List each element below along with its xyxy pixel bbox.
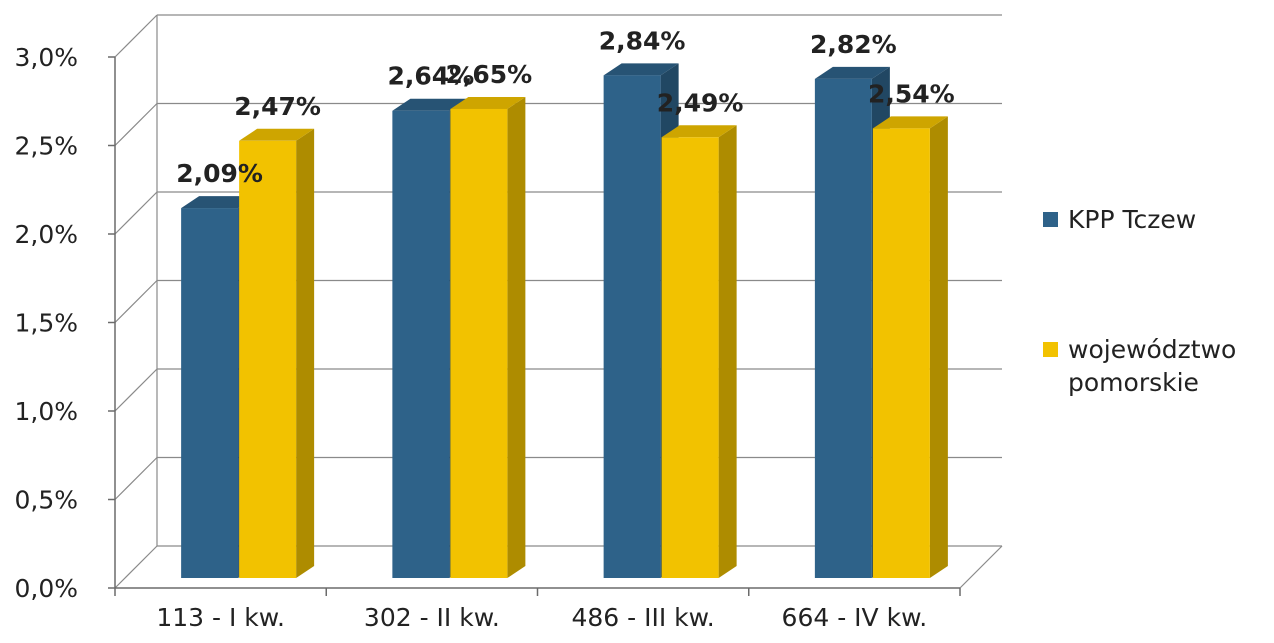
bar-top: [239, 128, 315, 141]
data-label: 2,65%: [446, 60, 533, 89]
chart-bars: [181, 63, 948, 579]
bar-top: [450, 96, 526, 109]
bar-top: [392, 98, 468, 111]
bar-top: [872, 116, 948, 129]
bar-front: [661, 137, 719, 578]
data-label: 2,82%: [810, 30, 897, 59]
y-tick-label: 2,0%: [14, 220, 78, 249]
x-tick-label: 113 - I kw.: [156, 603, 285, 632]
chart-labels: 2,09% 2,47% 2,64%2,65% 2,84% 2,49% 2,82% 2,54%: [176, 26, 954, 188]
bar-front: [872, 128, 930, 579]
data-label: 2,49%: [657, 88, 744, 117]
legend-label: KPP Tczew: [1068, 205, 1196, 234]
side-gridline: [114, 280, 158, 323]
side-gridline: [114, 545, 158, 589]
legend-item: województwo pomorskie: [1043, 335, 1236, 397]
x-tick-label: 486 - III kw.: [571, 603, 714, 632]
bar-top: [661, 125, 737, 138]
side-gridline: [114, 103, 158, 146]
legend-label: pomorskie: [1068, 368, 1199, 397]
x-tick-label: 664 - IV kw.: [782, 603, 928, 632]
legend-item: KPP Tczew: [1043, 205, 1196, 234]
bar-wojewodztwo-pomorskie: [239, 128, 315, 578]
bar-front: [392, 110, 450, 578]
legend-label: województwo: [1068, 335, 1236, 364]
bar-top: [181, 196, 257, 209]
y-tick-label: 1,0%: [14, 397, 78, 426]
bar-wojewodztwo-pomorskie: [450, 96, 526, 578]
y-tick-label: 1,5%: [14, 309, 78, 338]
side-gridline: [114, 14, 158, 58]
data-label: 2,84%: [599, 26, 686, 55]
bar-side: [296, 128, 315, 578]
data-label: 2,54%: [868, 79, 955, 108]
bar-front: [450, 108, 508, 578]
bar-front: [239, 140, 297, 578]
bar-top: [814, 66, 890, 79]
side-gridline: [114, 368, 158, 412]
chart-axes: 0,0% 0,5% 1,0% 1,5% 2,0% 2,5% 3,0% 113 - I kw. 3…: [14, 43, 961, 632]
x-tick-label: 302 - II kw.: [364, 603, 500, 632]
data-label: 2,47%: [234, 92, 321, 121]
y-tick-label: 2,5%: [14, 132, 78, 161]
bar-wojewodztwo-pomorskie: [661, 125, 737, 579]
legend-swatch: [1043, 212, 1058, 227]
bar-side: [718, 125, 737, 579]
y-tick-label: 0,0%: [14, 574, 78, 603]
floor-edge: [959, 545, 1003, 589]
bar-wojewodztwo-pomorskie: [872, 116, 948, 579]
y-tick-label: 0,5%: [14, 486, 78, 515]
bar-front: [603, 75, 661, 578]
bar-front: [814, 78, 872, 579]
side-gridline: [114, 191, 158, 235]
bar-side: [507, 96, 526, 578]
data-label: 2,09%: [176, 159, 263, 188]
bar-top: [603, 63, 679, 76]
chart-legend: KPP Tczew województwo pomorskie: [1043, 205, 1236, 397]
side-gridline: [114, 457, 158, 500]
y-tick-label: 3,0%: [14, 43, 78, 72]
bar-front: [181, 208, 239, 578]
legend-swatch: [1043, 342, 1058, 357]
data-label: 2,64%: [388, 62, 475, 91]
bar-side: [929, 116, 948, 579]
